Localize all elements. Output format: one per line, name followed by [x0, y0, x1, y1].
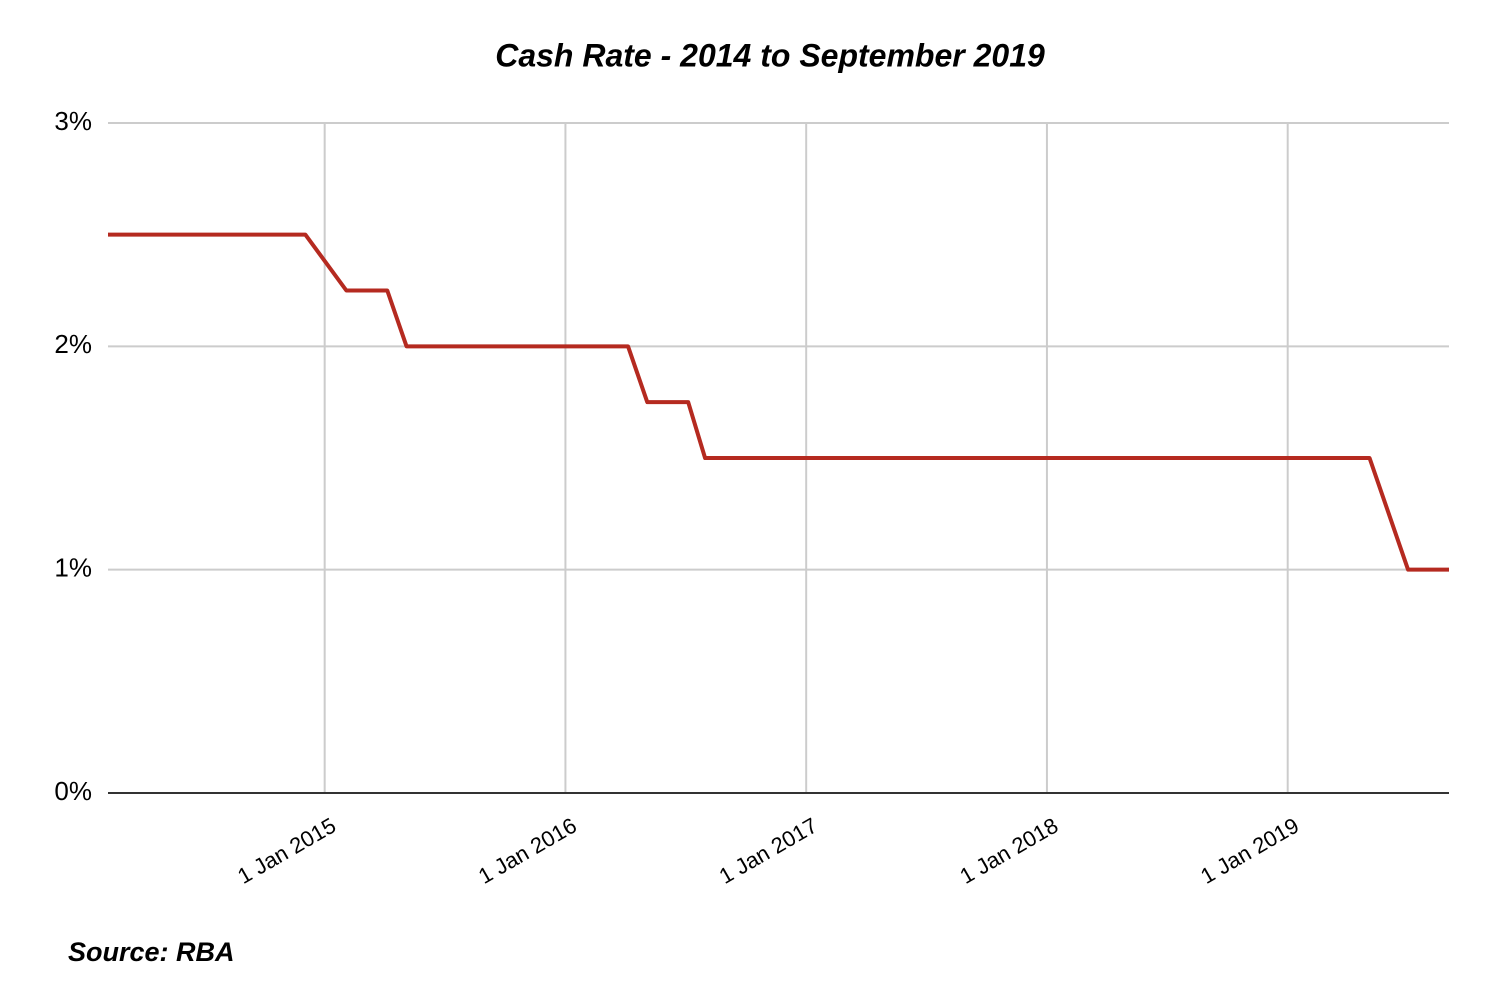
x-tick-label: 1 Jan 2016	[474, 813, 581, 889]
y-tick-label: 3%	[54, 106, 92, 136]
x-tick-label: 1 Jan 2019	[1196, 813, 1303, 889]
y-tick-label: 2%	[54, 329, 92, 359]
x-tick-label: 1 Jan 2015	[233, 813, 340, 889]
source-note: Source: RBA	[68, 937, 235, 967]
x-tick-label: 1 Jan 2018	[956, 813, 1063, 889]
data-line	[108, 232, 1449, 572]
chart-title: Cash Rate - 2014 to September 2019	[495, 37, 1045, 73]
y-tick-label: 1%	[54, 553, 92, 583]
x-tick-label: 1 Jan 2017	[715, 813, 822, 889]
y-tick-label: 0%	[54, 776, 92, 806]
